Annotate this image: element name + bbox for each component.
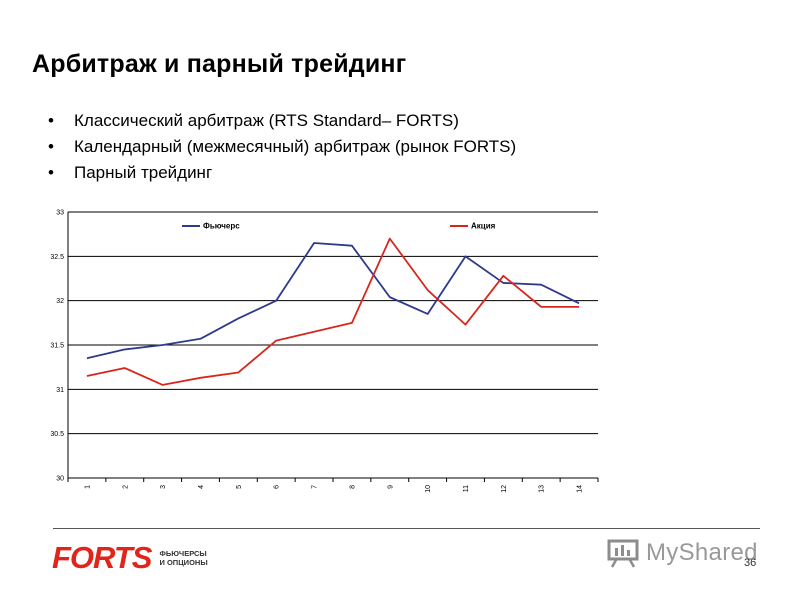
bullet-text: Парный трейдинг (74, 163, 213, 182)
y-tick-label: 32 (56, 298, 64, 305)
x-tick-label: 7 (312, 485, 319, 489)
bullet-dot: • (48, 111, 54, 130)
x-tick-label: 2 (122, 485, 129, 489)
y-tick-label: 31 (56, 387, 64, 394)
x-tick-label: 6 (274, 485, 281, 489)
watermark: MyShared (606, 538, 758, 568)
y-tick-label: 30.5 (50, 431, 64, 438)
logo-wordmark: FORTS (52, 540, 152, 575)
logo-subtitle: ФЬЮЧЕРСЫ И ОПЦИОНЫ (160, 549, 208, 567)
x-tick-label: 1 (84, 485, 91, 489)
series-line (86, 237, 580, 386)
bullet-text: Классический арбитраж (RTS Standard– FOR… (74, 111, 459, 130)
x-tick-label: 5 (236, 485, 243, 489)
x-tick-label: 9 (387, 485, 394, 489)
presentation-board-icon (607, 539, 639, 568)
bullet-dot: • (48, 163, 54, 182)
x-tick-label: 10 (425, 485, 432, 493)
watermark-text: MyShared (646, 539, 758, 566)
x-tick-label: 8 (349, 485, 356, 489)
bullet-item: • Парный трейдинг (48, 160, 516, 186)
slide-title: Арбитраж и парный трейдинг (32, 50, 407, 78)
page-number: 36 (744, 557, 757, 569)
y-tick-label: 31.5 (50, 343, 64, 350)
legend-label: Акция (471, 222, 496, 231)
logo-subtitle-line: И ОПЦИОНЫ (159, 558, 208, 567)
x-tick-label: 11 (463, 485, 470, 492)
x-tick-label: 4 (198, 485, 205, 489)
footer-divider (53, 528, 760, 529)
legend-label: Фьючерс (203, 222, 240, 231)
bullet-item: • Календарный (межмесячный) арбитраж (рын… (48, 134, 516, 160)
logo-subtitle-line: ФЬЮЧЕРСЫ (159, 549, 207, 558)
y-tick-label: 32.5 (50, 254, 64, 261)
x-tick-label: 14 (577, 485, 584, 493)
x-tick-label: 13 (539, 485, 546, 493)
y-tick-label: 30 (56, 476, 64, 483)
x-tick-label: 12 (501, 485, 508, 493)
bullet-list: • Классический арбитраж (RTS Standard– FO… (48, 108, 516, 186)
bullet-dot: • (48, 137, 54, 156)
x-tick-label: 3 (160, 485, 167, 489)
series-line (86, 242, 580, 360)
forts-logo: FORTS ФЬЮЧЕРСЫ И ОПЦИОНЫ (52, 540, 208, 575)
bullet-text: Календарный (межмесячный) арбитраж (рыно… (74, 137, 517, 156)
y-tick-label: 33 (56, 210, 64, 217)
bullet-item: • Классический арбитраж (RTS Standard– FO… (48, 108, 516, 134)
